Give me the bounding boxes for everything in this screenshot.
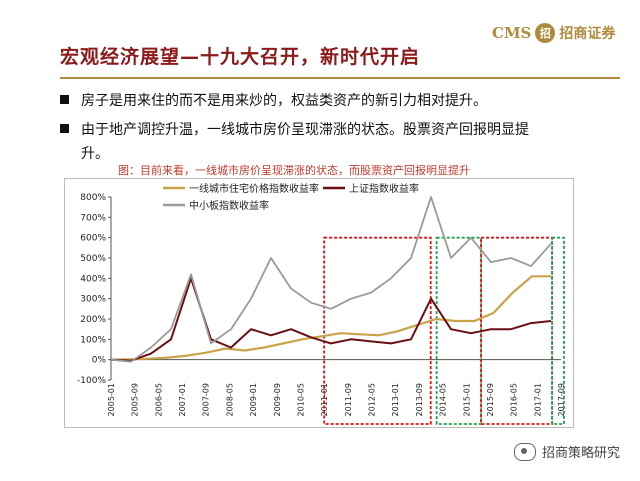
x-tick-label: 2006-05 <box>154 383 163 416</box>
x-tick-label: 2012-05 <box>368 383 377 416</box>
title-divider <box>60 77 620 79</box>
wechat-icon <box>514 442 536 461</box>
x-tick-label: 2009-09 <box>273 383 282 416</box>
x-tick-label: 2015-01 <box>462 383 471 416</box>
watermark-text: 招商策略研究 <box>542 446 621 461</box>
annotation-box-red <box>323 236 432 425</box>
x-tick-label: 2013-01 <box>391 383 400 416</box>
x-tick-label: 2008-05 <box>225 383 234 416</box>
x-tick-label: 2013-09 <box>415 383 424 416</box>
y-tick-label: 600% <box>80 234 106 244</box>
x-tick-label: 2017-09 <box>557 383 566 416</box>
x-tick-label: 2011-01 <box>320 383 329 416</box>
x-tick-label: 2010-05 <box>296 383 305 416</box>
x-tick-label: 2017-01 <box>533 383 542 416</box>
x-tick-label: 2005-01 <box>107 383 116 416</box>
chart-container: 800% 700% 600% 500% 400% 300% 200% 100% 0% -100% 2… <box>64 178 574 428</box>
y-tick-label: 100% <box>80 335 106 345</box>
legend-label: 中小板指数收益率 <box>189 199 269 212</box>
y-tick-label: 200% <box>80 315 106 325</box>
y-tick-label: -100% <box>77 376 106 386</box>
y-tick-label: 0% <box>92 356 107 366</box>
bullet-square-icon <box>60 94 69 104</box>
line-chart: 800%700%600%500%400%300%200%100%0%-100%2… <box>77 182 566 425</box>
slide-title: 宏观经济展望—十九大召开，新时代开启 <box>60 46 421 68</box>
x-tick-label: 2007-01 <box>178 383 187 416</box>
x-tick-label: 2011-09 <box>344 383 353 416</box>
legend-label: 上证指数收益率 <box>349 182 419 195</box>
bullet-item-1: 房子是用来住的而不是用来炒的，权益类资产的新引力相对提升。 <box>60 88 620 114</box>
annotation-box-green <box>551 236 565 425</box>
y-tick-label: 700% <box>80 213 106 223</box>
watermark: 招商策略研究 <box>514 442 620 461</box>
bullet-text-2: 由于地产调控升温，一线城市房价呈现滞涨的状态。股票资产回报明显提 <box>81 122 529 138</box>
x-tick-label: 2009-01 <box>249 383 258 416</box>
bullet-text-1: 房子是用来住的而不是用来炒的，权益类资产的新引力相对提升。 <box>81 93 487 109</box>
logo-mark-icon: 招 <box>535 23 556 43</box>
series-shanghai-line <box>110 277 552 362</box>
x-tick-label: 2016-05 <box>510 383 519 416</box>
y-tick-label: 500% <box>80 254 106 264</box>
x-tick-label: 2015-09 <box>486 383 495 416</box>
bullet-text-2-continued: 升。 <box>81 146 109 162</box>
bullet-square-icon <box>60 123 69 133</box>
chart-caption: 图：目前来看，一线城市房价呈现滞涨的状态，而股票资产回报明显提升 <box>118 164 470 177</box>
legend-label: 一线城市住宅价格指数收益率 <box>189 182 319 195</box>
series-housing-line <box>110 275 551 361</box>
y-tick-label: 800% <box>80 193 106 203</box>
bullet-item-2: 由于地产调控升温，一线城市房价呈现滞涨的状态。股票资产回报明显提 <box>60 117 620 143</box>
x-tick-label: 2005-09 <box>131 383 140 416</box>
logo-cn-text: 招商证券 <box>559 26 616 42</box>
y-tick-label: 400% <box>80 274 106 284</box>
y-tick-label: 300% <box>80 295 106 305</box>
brand-logo: CMS 招 招商证券 <box>492 20 615 46</box>
x-tick-label: 2014-05 <box>439 383 448 416</box>
logo-text: CMS <box>492 24 532 42</box>
x-tick-label: 2007-09 <box>202 383 211 416</box>
series-sme-line <box>110 196 552 363</box>
